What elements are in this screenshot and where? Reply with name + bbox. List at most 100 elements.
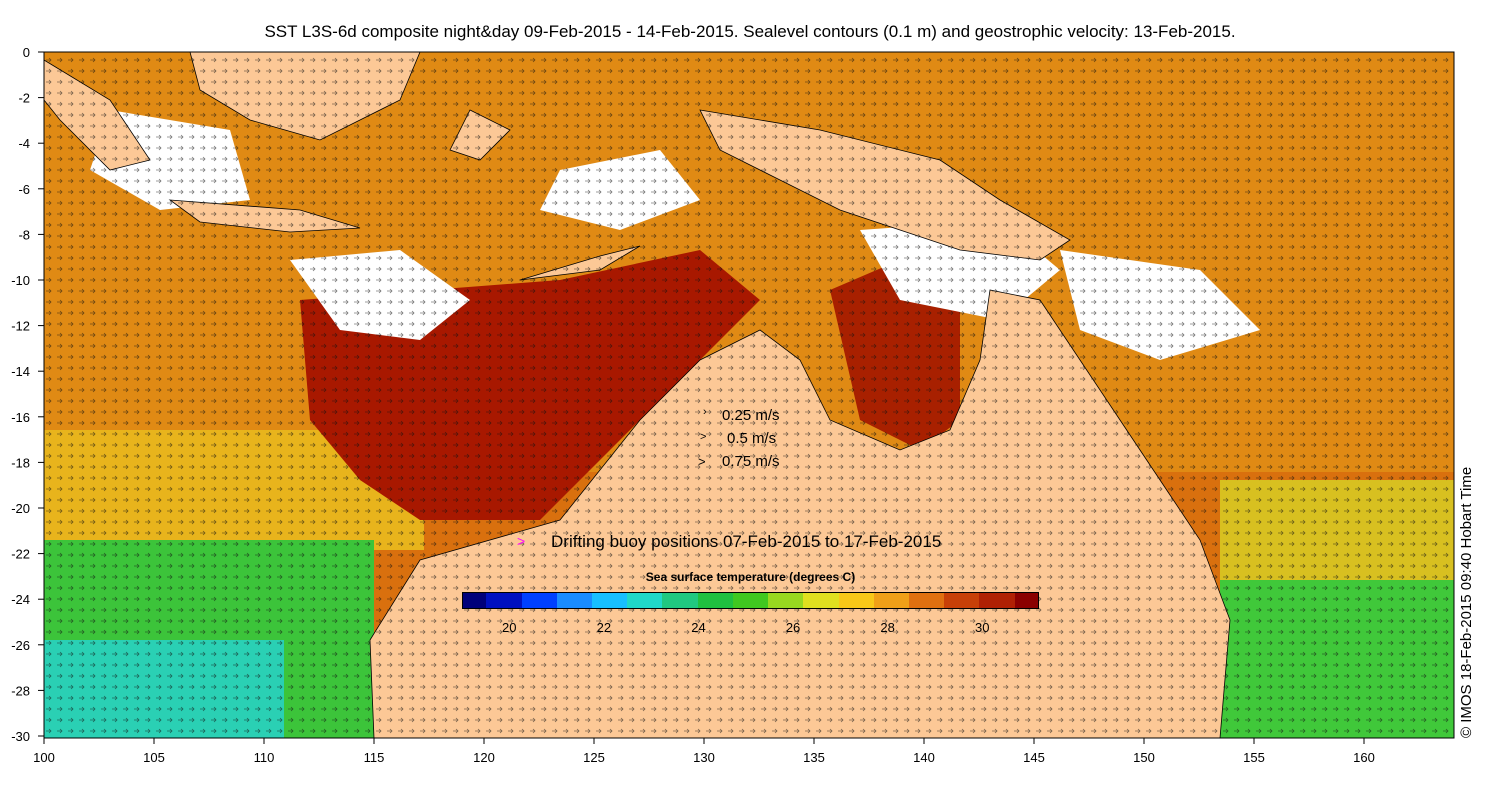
y-tick-label: 0 — [23, 45, 30, 60]
x-tick-label: 105 — [143, 750, 165, 765]
colorbar-title: Sea surface temperature (degrees C) — [645, 570, 856, 584]
y-tick-label: -24 — [11, 592, 30, 607]
y-tick-label: -20 — [11, 501, 30, 516]
colorbar-swatch — [650, 593, 663, 608]
colorbar-swatch — [674, 593, 686, 608]
legend-speed-075-symbol: > — [698, 454, 706, 469]
colorbar-swatch — [568, 593, 581, 608]
colorbar-swatch — [850, 593, 862, 608]
colorbar-swatch — [1026, 593, 1038, 608]
colorbar-swatch — [908, 593, 921, 608]
y-tick-label: -16 — [11, 410, 30, 425]
x-tick-label: 135 — [803, 750, 825, 765]
y-tick-label: -6 — [18, 182, 30, 197]
colorbar-swatch — [545, 593, 557, 608]
colorbar-tick-label: 20 — [502, 620, 517, 635]
colorbar-swatch — [791, 593, 804, 608]
colorbar-swatch — [873, 593, 886, 608]
colorbar-swatch — [627, 593, 640, 608]
colorbar-swatch — [768, 593, 780, 608]
y-tick-label: -14 — [11, 364, 30, 379]
colorbar-swatch — [463, 593, 475, 608]
x-tick-label: 115 — [364, 750, 385, 765]
colorbar-swatch — [803, 593, 816, 608]
colorbar-swatch — [838, 593, 851, 608]
y-tick-label: -30 — [11, 729, 30, 744]
x-tick-label: 140 — [913, 750, 935, 765]
y-tick-label: -2 — [18, 91, 30, 106]
colorbar-swatch — [1014, 593, 1027, 608]
colorbar-swatch — [685, 593, 698, 608]
x-tick-label: 150 — [1133, 750, 1155, 765]
y-tick-label: -28 — [11, 683, 30, 698]
colorbar-swatch — [897, 593, 909, 608]
y-tick-label: -18 — [11, 455, 30, 470]
colorbar-swatch — [955, 593, 968, 608]
x-tick-label: 130 — [693, 750, 715, 765]
colorbar-swatch — [697, 593, 710, 608]
legend-speed-05-label: 0.5 m/s — [727, 430, 777, 447]
colorbar-swatch — [509, 593, 522, 608]
colorbar-swatch — [1002, 593, 1015, 608]
y-tick-label: -12 — [11, 319, 30, 334]
colorbar-swatch — [779, 593, 792, 608]
colorbar-swatch — [732, 593, 745, 608]
colorbar-swatch — [662, 593, 675, 608]
y-tick-label: -22 — [11, 547, 30, 562]
colorbar-swatch — [861, 593, 874, 608]
x-tick-label: 145 — [1023, 750, 1045, 765]
colorbar-swatch — [709, 593, 722, 608]
colorbar-swatch — [721, 593, 733, 608]
imos-credit: © IMOS 18-Feb-2015 09:40 Hobart Time — [1458, 466, 1475, 738]
y-tick-label: -26 — [11, 638, 30, 653]
legend-speed-05-symbol: > — [700, 431, 707, 443]
colorbar-swatch — [592, 593, 604, 608]
y-tick-label: -8 — [18, 227, 30, 242]
colorbar-tick-label: 26 — [785, 620, 801, 635]
colorbar-swatch — [521, 593, 534, 608]
plot-frame — [43, 51, 1455, 739]
y-tick-label: -4 — [18, 136, 30, 151]
colorbar-swatch — [944, 593, 956, 608]
x-tick-label: 110 — [254, 750, 275, 765]
colorbar-swatch — [474, 593, 487, 608]
colorbar-tick-label: 22 — [596, 620, 612, 635]
colorbar-swatch — [486, 593, 499, 608]
buoy-legend-label: Drifting buoy positions 07-Feb-2015 to 1… — [551, 532, 942, 551]
colorbar-swatch — [979, 593, 992, 608]
x-tick-label: 100 — [33, 750, 55, 765]
colorbar-swatch — [498, 593, 510, 608]
legend-speed-075-label: 0.75 m/s — [722, 453, 780, 470]
colorbar-tick-label: 24 — [691, 620, 706, 635]
colorbar-swatch — [885, 593, 898, 608]
x-tick-label: 120 — [473, 750, 495, 765]
colorbar-swatch — [556, 593, 569, 608]
x-tick-label: 125 — [583, 750, 605, 765]
colorbar-swatch — [744, 593, 757, 608]
colorbar-swatch — [932, 593, 945, 608]
colorbar-swatch — [615, 593, 628, 608]
colorbar-swatch — [815, 593, 827, 608]
colorbar-swatch — [639, 593, 651, 608]
colorbar-swatch — [533, 593, 546, 608]
buoy-symbol: > — [517, 533, 526, 549]
colorbar-swatch — [756, 593, 769, 608]
x-axis-ticks: 100 105 110 115 120 125 130 135 140 145 150 155 160 — [33, 738, 1375, 765]
x-tick-label: 155 — [1243, 750, 1265, 765]
colorbar-tick-label: 28 — [880, 620, 895, 635]
legend-speed-025-symbol: › — [703, 406, 707, 418]
colorbar-swatch — [603, 593, 616, 608]
colorbar-swatch — [991, 593, 1003, 608]
colorbar-tick-label: 30 — [975, 620, 990, 635]
y-axis-ticks: 0 -2 -4 -6 -8 -10 -12 -14 -16 -18 -20 -22 -24 -26 -28 -… — [11, 45, 44, 744]
colorbar-swatch — [826, 593, 839, 608]
sst-colorbar — [462, 592, 1039, 609]
x-tick-label: 160 — [1353, 750, 1375, 765]
map-title: SST L3S-6d composite night&day 09-Feb-20… — [264, 22, 1236, 41]
y-tick-label: -10 — [11, 273, 30, 288]
legend-speed-025-label: 0.25 m/s — [722, 407, 780, 424]
colorbar-swatch — [920, 593, 933, 608]
colorbar-swatch — [967, 593, 980, 608]
velocity-arrows — [44, 52, 1454, 738]
